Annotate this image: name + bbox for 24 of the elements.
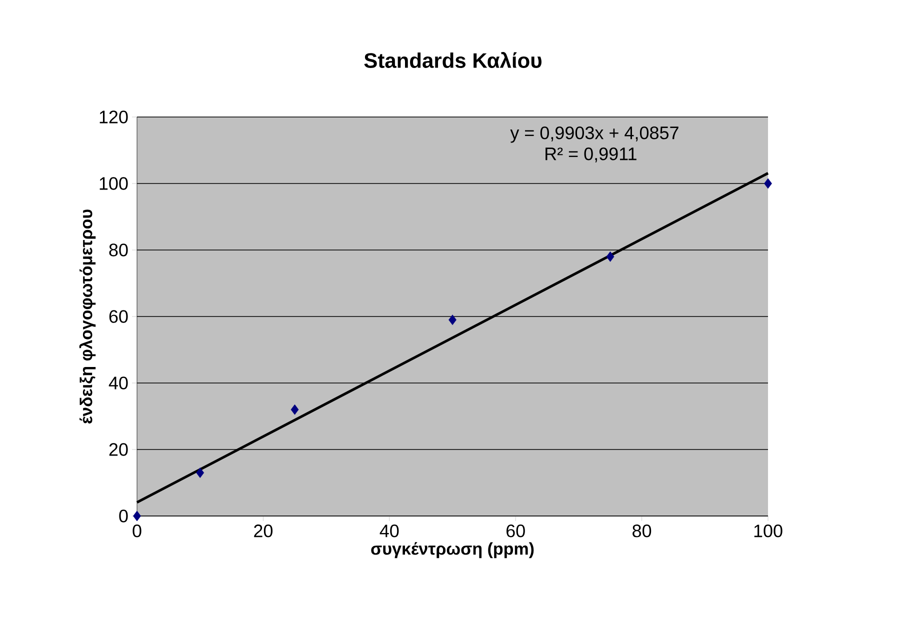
annotation: R² = 0,9911 [546, 148, 636, 162]
x-axis-title: συγκέντρωση (ppm) [371, 542, 534, 558]
x-tick-label: 0 [132, 524, 142, 538]
y-tick-label: 40 [108, 376, 128, 390]
y-tick-label: 60 [109, 310, 128, 323]
point [764, 178, 772, 189]
y-axis-title: ένδειξη φλογοφωτόμετρου [79, 210, 96, 424]
y-tick-label: 80 [109, 244, 128, 256]
y-tick-label: 0 [119, 510, 128, 522]
annotation: y = 0,9903x + 4,0857 [510, 126, 678, 143]
x-tick-label: 100 [754, 524, 782, 538]
y-tick-label: 100 [100, 177, 128, 190]
x-tick-label: 80 [632, 524, 652, 538]
chart-title: Standards Καλίου [364, 52, 542, 68]
point [133, 510, 141, 522]
x-tick-label: 60 [506, 524, 525, 538]
point [606, 251, 614, 262]
point [448, 314, 456, 326]
y-tick-label: 20 [109, 443, 128, 456]
point [290, 404, 299, 415]
y-tick-label: 120 [100, 110, 128, 124]
x-tick-label: 40 [380, 524, 399, 538]
x-tick-label: 20 [254, 524, 273, 538]
point [196, 468, 204, 478]
